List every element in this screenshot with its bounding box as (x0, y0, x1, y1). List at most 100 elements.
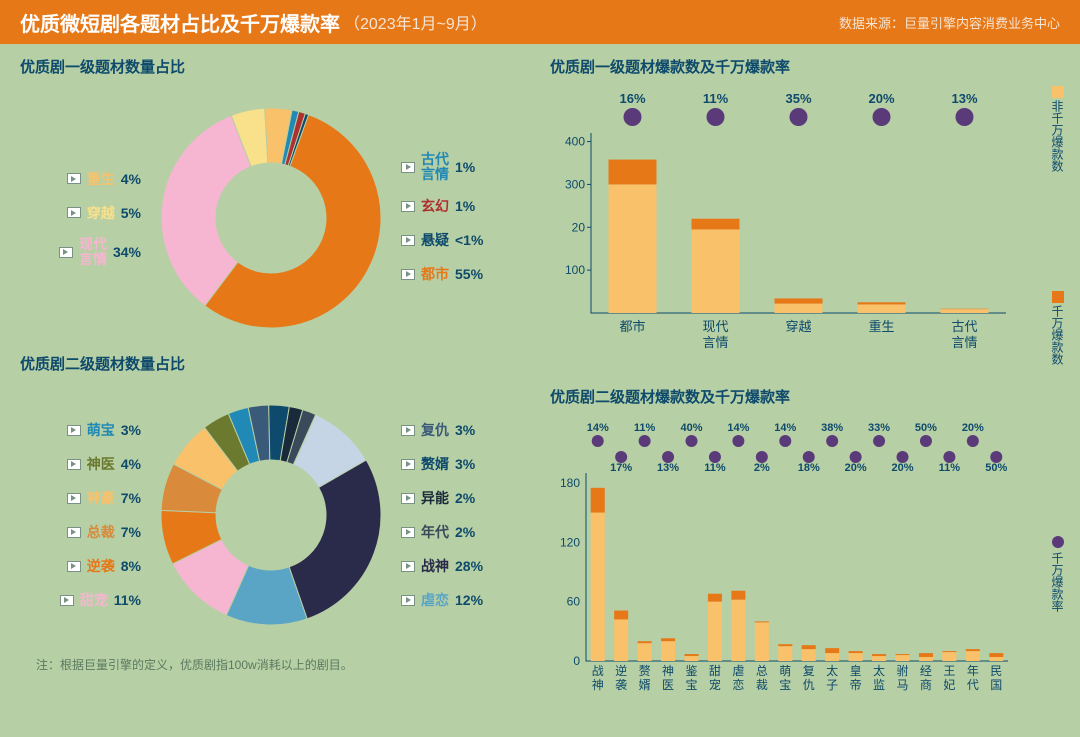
bar-non (591, 513, 605, 661)
rate-dot (732, 435, 744, 447)
bar-non (858, 304, 906, 313)
donut-label: 神豪7% (67, 488, 141, 508)
donut-label: 年代2% (401, 522, 475, 542)
rate-dot (790, 108, 808, 126)
data-source: 数据来源：巨量引擎内容消费业务中心 (839, 13, 1060, 32)
svg-text:国: 国 (990, 678, 1002, 692)
svg-text:驸: 驸 (896, 663, 908, 678)
donut-label: 战神28% (401, 556, 483, 576)
bar-hit (775, 298, 823, 303)
legend-rate-dot (1052, 536, 1064, 548)
donut-label: 甜宠11% (60, 590, 141, 610)
svg-text:11%: 11% (634, 422, 656, 434)
play-icon (401, 459, 415, 470)
bar-non (778, 646, 792, 661)
donut-label: 古代言情1% (401, 152, 475, 183)
bar1-chart: 1002030040016%都市11%现代言情35%穿越20%重生13%古代言情 (546, 83, 1036, 363)
legend-hit-swatch (1052, 291, 1064, 303)
bar-hit (778, 644, 792, 646)
legend-rate: 千万爆款率 (1049, 536, 1066, 612)
legend-hit-label: 千万爆款数 (1049, 305, 1066, 365)
bar-non (966, 651, 980, 661)
legend-non: 非千万爆款数 (1049, 86, 1066, 172)
bar-hit (825, 648, 839, 653)
rate-dot (967, 435, 979, 447)
bar-hit (638, 641, 652, 643)
svg-text:300: 300 (565, 177, 585, 191)
play-icon (401, 561, 415, 572)
play-icon (67, 459, 81, 470)
donut-label: 萌宝3% (67, 420, 141, 440)
svg-text:18%: 18% (798, 462, 820, 474)
rate-dot (624, 108, 642, 126)
svg-text:仇: 仇 (803, 678, 815, 692)
bar-hit (942, 651, 956, 652)
bar-hit (858, 302, 906, 304)
rate-dot (920, 435, 932, 447)
play-icon (401, 162, 415, 173)
donut1-title: 优质剧一级题材数量占比 (20, 56, 526, 77)
bar-non (661, 641, 675, 661)
svg-text:11%: 11% (939, 462, 961, 474)
svg-text:复: 复 (803, 664, 815, 678)
rate-dot (873, 435, 885, 447)
svg-text:0: 0 (573, 654, 580, 668)
svg-text:60: 60 (567, 595, 581, 609)
legend-non-swatch (1052, 86, 1064, 98)
svg-text:50%: 50% (985, 462, 1007, 474)
donut-label: 穿越5% (67, 203, 141, 223)
svg-text:商: 商 (920, 677, 932, 692)
svg-text:言情: 言情 (951, 335, 977, 350)
bar-hit (989, 653, 1003, 657)
play-icon (401, 595, 415, 606)
bar-hit (802, 645, 816, 649)
donut-label: 虐恋12% (401, 590, 483, 610)
bar-non (919, 657, 933, 661)
bar-hit (966, 649, 980, 651)
svg-text:20%: 20% (962, 422, 984, 434)
donut-label: 异能2% (401, 488, 475, 508)
play-icon (67, 493, 81, 504)
svg-text:20%: 20% (891, 462, 913, 474)
bar-hit (708, 594, 722, 602)
play-icon (60, 595, 74, 606)
svg-text:宝: 宝 (685, 678, 697, 692)
svg-text:甜: 甜 (709, 664, 721, 678)
svg-text:帝: 帝 (850, 677, 862, 692)
svg-text:逆: 逆 (615, 663, 627, 678)
page-subtitle: （2023年1月~9月） (344, 10, 487, 34)
rate-dot (707, 108, 725, 126)
svg-text:17%: 17% (610, 462, 632, 474)
svg-text:50%: 50% (915, 422, 937, 434)
legend-hit: 千万爆款数 (1049, 291, 1066, 365)
svg-text:神: 神 (662, 664, 674, 678)
svg-text:16%: 16% (619, 91, 645, 106)
svg-text:虐: 虐 (732, 664, 744, 678)
bar-non (802, 649, 816, 661)
bar-hit (731, 591, 745, 600)
donut-label: 神医4% (67, 454, 141, 474)
svg-text:14%: 14% (587, 422, 609, 434)
donut-label: 现代言情34% (59, 237, 141, 268)
svg-text:太: 太 (873, 663, 885, 678)
bar-hit (661, 638, 675, 641)
bar-hit (755, 621, 769, 622)
header: 优质微短剧各题材占比及千万爆款率 （2023年1月~9月） 数据来源：巨量引擎内… (0, 0, 1080, 44)
donut-slice (289, 460, 381, 619)
play-icon (401, 201, 415, 212)
svg-text:20%: 20% (868, 91, 894, 106)
donut2-chart (141, 385, 401, 645)
svg-text:妃: 妃 (943, 678, 955, 692)
svg-text:20: 20 (572, 220, 586, 234)
svg-text:都市: 都市 (619, 319, 645, 334)
svg-text:赘: 赘 (639, 663, 651, 678)
bar-non (638, 643, 652, 661)
donut1-chart (141, 88, 401, 348)
svg-text:代: 代 (967, 678, 979, 692)
svg-text:120: 120 (560, 535, 580, 549)
svg-text:医: 医 (662, 678, 674, 692)
svg-text:100: 100 (565, 263, 585, 277)
svg-text:子: 子 (826, 678, 838, 692)
svg-text:宠: 宠 (709, 677, 721, 692)
bar-non (692, 229, 740, 313)
